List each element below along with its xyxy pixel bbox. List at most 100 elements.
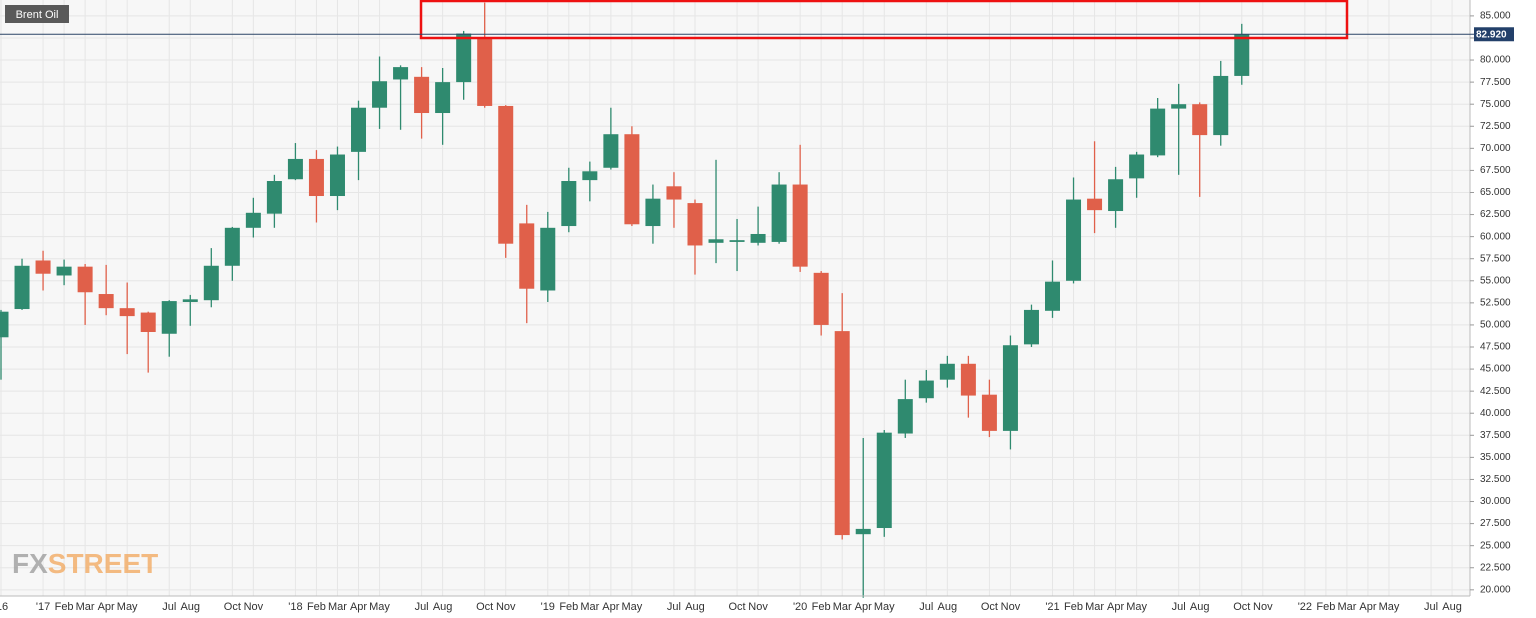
y-tick-label: 22.500: [1480, 562, 1511, 573]
candle-body: [981, 394, 997, 431]
candle-body: [140, 312, 156, 332]
x-tick-label: '16: [0, 601, 8, 613]
candle-body: [519, 223, 535, 289]
candle-body: [0, 311, 9, 338]
candle-body: [329, 154, 345, 197]
candle-body: [77, 266, 93, 293]
candle-body: [414, 76, 430, 114]
y-tick-label: 80.000: [1480, 55, 1511, 66]
y-tick-label: 37.500: [1480, 430, 1511, 441]
candle-body: [393, 67, 409, 80]
y-tick-label: 67.500: [1480, 165, 1511, 176]
candle-body: [813, 272, 829, 325]
price-badge: [1474, 27, 1514, 42]
candle-body: [1171, 104, 1187, 109]
plot-area: [0, 0, 1470, 596]
candle-body: [456, 33, 472, 83]
candle-body: [687, 203, 703, 246]
candle-body: [98, 294, 114, 309]
y-tick-label: 20.000: [1480, 584, 1511, 595]
x-tick-label: Mar: [1085, 601, 1104, 613]
x-tick-label: Aug: [1190, 601, 1210, 613]
candle-body: [1150, 108, 1166, 156]
y-tick-label: 57.500: [1480, 253, 1511, 264]
x-tick-label: Jul: [919, 601, 933, 613]
candle-body: [435, 82, 451, 114]
x-tick-label: Feb: [307, 601, 326, 613]
candle-body: [645, 198, 661, 227]
candle-body: [792, 184, 808, 267]
x-tick-label: Oct: [224, 601, 241, 613]
candle-body: [1002, 345, 1018, 431]
x-tick-label: Mar: [580, 601, 599, 613]
y-tick-label: 60.000: [1480, 231, 1511, 242]
candle-body: [1108, 179, 1124, 212]
candle-body: [918, 380, 934, 399]
candle-body: [224, 227, 240, 266]
price-label: 82.920: [1476, 29, 1507, 40]
y-tick-label: 30.000: [1480, 496, 1511, 507]
y-tick-label: 27.500: [1480, 518, 1511, 529]
candle-body: [666, 186, 682, 200]
candle-body: [729, 240, 745, 242]
y-tick-label: 25.000: [1480, 540, 1511, 551]
x-tick-label: Aug: [433, 601, 453, 613]
x-tick-label: '20: [793, 601, 807, 613]
y-tick-label: 55.000: [1480, 275, 1511, 286]
y-tick-label: 72.500: [1480, 121, 1511, 132]
candle-body: [35, 260, 51, 274]
x-tick-label: May: [874, 601, 895, 613]
x-tick-label: Feb: [1316, 601, 1335, 613]
candle-body: [498, 105, 514, 244]
candle-body: [939, 363, 955, 380]
x-tick-label: Nov: [496, 601, 516, 613]
x-tick-label: Feb: [1064, 601, 1083, 613]
x-tick-label: May: [622, 601, 643, 613]
x-tick-label: Oct: [728, 601, 745, 613]
candle-body: [771, 184, 787, 242]
x-tick-label: Apr: [1107, 601, 1124, 613]
y-tick-label: 77.500: [1480, 77, 1511, 88]
x-tick-label: Nov: [244, 601, 264, 613]
candle-body: [582, 171, 598, 181]
candle-body: [245, 212, 261, 228]
y-tick-label: 50.000: [1480, 320, 1511, 331]
y-tick-label: 85.000: [1480, 11, 1511, 22]
highlight-box: [419, 0, 1349, 40]
candle-body: [603, 134, 619, 168]
x-tick-label: Apr: [350, 601, 367, 613]
candle-body: [855, 528, 871, 535]
candles: [0, 2, 1250, 598]
x-tick-label: Mar: [833, 601, 852, 613]
x-tick-label: Apr: [855, 601, 872, 613]
x-tick-label: Apr: [98, 601, 115, 613]
candle-body: [287, 158, 303, 180]
candle-body: [266, 181, 282, 214]
candle-body: [624, 134, 640, 225]
candle-body: [351, 107, 367, 152]
x-tick-label: Feb: [559, 601, 578, 613]
y-tick-label: 42.500: [1480, 386, 1511, 397]
y-tick-label: 32.500: [1480, 474, 1511, 485]
candle-body: [750, 233, 766, 243]
candle-body: [1234, 34, 1250, 76]
x-tick-label: Feb: [812, 601, 831, 613]
x-tick-label: '21: [1045, 601, 1059, 613]
candle-body: [1066, 199, 1082, 281]
y-tick-label: 70.000: [1480, 143, 1511, 154]
x-tick-label: Oct: [476, 601, 493, 613]
watermark: FXSTREET: [12, 548, 158, 579]
x-tick-label: Oct: [981, 601, 998, 613]
candle-body: [1045, 281, 1060, 311]
x-tick-label: Jul: [162, 601, 176, 613]
x-tick-label: Jul: [667, 601, 681, 613]
candle-body: [561, 181, 577, 227]
y-tick-label: 35.000: [1480, 452, 1511, 463]
x-tick-label: '17: [36, 601, 50, 613]
candle-body: [897, 399, 913, 434]
candle-body: [308, 158, 324, 197]
candle-body: [14, 265, 30, 310]
x-tick-label: May: [1126, 601, 1147, 613]
x-tick-label: Apr: [1359, 601, 1376, 613]
